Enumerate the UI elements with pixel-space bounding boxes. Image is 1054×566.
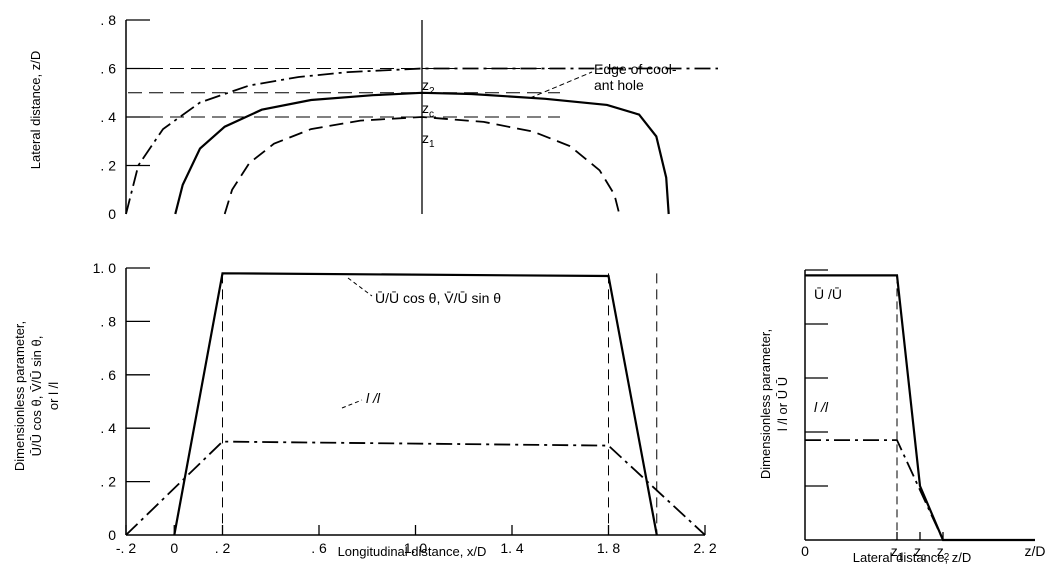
bl-y-tick-label: . 4: [100, 420, 116, 436]
bl-y-tick-labels: 0 . 2 . 4 . 6 . 8 1. 0: [93, 260, 150, 543]
br-x-tick-label: z2: [937, 543, 950, 563]
top-series-dashed-2: [223, 116, 621, 215]
br-ylabel-line1: Dimensionless parameter,: [758, 329, 773, 479]
bl-length-label: l /l: [366, 390, 381, 406]
br-velocity-label: Ū /Ū: [814, 286, 842, 302]
top-z2-label: z2: [422, 77, 435, 97]
bl-series: [125, 272, 706, 536]
bl-y-tick-label: . 6: [100, 367, 116, 383]
top-y-tick-labels: 0 . 2 . 4 . 6 . 8: [100, 12, 150, 222]
top-panel: Lateral distance, z/D 0 . 2 . 4 . 6 . 8 z2 z…: [28, 12, 718, 222]
edge-label-line1: Edge of cool-: [594, 61, 677, 77]
bl-x-tick-label: 0: [170, 540, 178, 556]
top-y-tick-label: 0: [108, 206, 116, 222]
bl-x-tick-label: . 2: [215, 540, 231, 556]
bl-reference-lines: [222, 273, 658, 535]
top-series-dash-dot-0: [125, 67, 718, 215]
br-length-label: l /l: [814, 399, 829, 415]
bottom-left-panel: Dimensionless parameter, Ū/Ū cos θ, V̄/Ū…: [12, 260, 717, 559]
bl-x-tick-label: 1. 4: [500, 540, 524, 556]
bl-x-tick-label: -. 2: [116, 540, 136, 556]
top-y-tick-label: . 6: [100, 61, 116, 77]
top-reference-lines: [128, 20, 560, 214]
bl-y-tick-label: 1. 0: [93, 260, 117, 276]
top-zc-label: zc: [422, 100, 434, 120]
br-ylabel-line2: l /l or Ū Ū: [775, 377, 790, 431]
bl-velocity-label: Ū/Ū cos θ, V̄/Ū sin θ: [375, 290, 501, 306]
bl-x-tick-labels: -. 2 0 . 2 . 6 1. 0 1. 4 1. 8 2. 2: [116, 525, 717, 556]
br-series: [805, 274, 1035, 542]
top-y-tick-label: . 4: [100, 109, 116, 125]
top-y-tick-label: . 8: [100, 12, 116, 28]
br-x-tick-label: zc: [914, 543, 926, 563]
br-x-tick-label: z/D: [1025, 543, 1046, 559]
br-x-tick-label: 0: [801, 543, 809, 559]
bl-series-solid-0: [173, 272, 658, 536]
br-xlabel: Lateral distance, z/D: [853, 550, 972, 565]
bl-x-tick-label: . 6: [311, 540, 327, 556]
bl-y-tick-label: . 2: [100, 474, 116, 490]
edge-label-line2: ant hole: [594, 77, 644, 93]
edge-pointer: [529, 71, 593, 99]
top-y-tick-label: . 2: [100, 158, 116, 174]
bl-y-tick-label: 0: [108, 527, 116, 543]
length-pointer: [341, 399, 363, 409]
bl-y-tick-label: . 8: [100, 313, 116, 329]
br-series-solid-0: [805, 274, 1035, 542]
bl-series-dash-dot-1: [125, 440, 706, 536]
bl-ylabel-line3: or l /l: [46, 382, 61, 410]
bl-ylabel-line2: Ū/Ū cos θ, V̄/Ū sin θ,: [29, 336, 44, 457]
bl-x-tick-label: 1. 0: [404, 540, 428, 556]
bl-ylabel-line1: Dimensionless parameter,: [12, 321, 27, 471]
bl-x-tick-label: 1. 8: [597, 540, 621, 556]
bl-xlabel: Longitudinal distance, x/D: [338, 544, 487, 559]
bottom-right-panel: Dimensionless parameter, l /l or Ū Ū 0 z1…: [758, 274, 1046, 565]
top-ylabel: Lateral distance, z/D: [28, 51, 43, 170]
br-series-dash-dot-1: [805, 439, 1035, 541]
velocity-pointer: [347, 277, 373, 297]
bl-x-tick-label: 2. 2: [693, 540, 717, 556]
br-x-tick-label: z1: [891, 543, 904, 563]
top-z1-label: z1: [422, 130, 435, 150]
top-series: [125, 67, 718, 215]
top-series-solid-1: [174, 91, 670, 215]
